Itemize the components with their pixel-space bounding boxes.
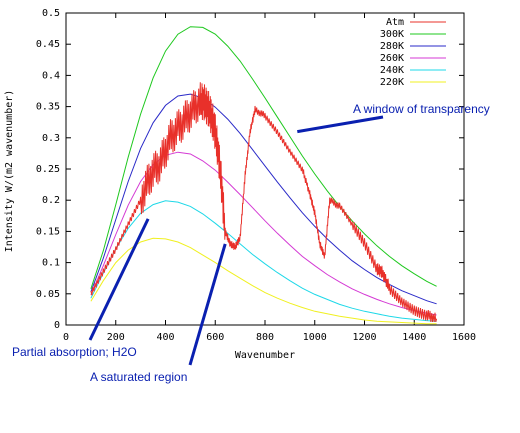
y-tick-label: 0.5 (42, 8, 60, 19)
series-line-300k (90, 26, 437, 289)
series-line-atm (90, 82, 438, 323)
x-tick-label: 0 (63, 332, 69, 343)
series-line-220k (90, 237, 437, 325)
annotation-arrow-partial (88, 218, 150, 341)
legend-label-260k: 260K (380, 53, 404, 64)
x-tick-label: 800 (256, 332, 274, 343)
y-tick-label: 0.35 (36, 102, 60, 113)
legend-label-280k: 280K (380, 41, 404, 52)
series-line-240k (90, 200, 437, 322)
series-line-280k (90, 93, 437, 305)
y-tick-label: 0.45 (36, 39, 60, 50)
x-axis-label: Wavenumber (235, 350, 295, 361)
y-tick-label: 0 (54, 320, 60, 331)
legend-label-220k: 220K (380, 77, 404, 88)
axis-ticks (65, 12, 465, 326)
x-tick-label: 1200 (352, 332, 376, 343)
legend-label-atm: Atm (386, 17, 404, 28)
annotation-saturated: A saturated region (90, 243, 227, 384)
y-tick-label: 0.05 (36, 289, 60, 300)
annotation-partial: Partial absorption; H2O (12, 218, 150, 359)
series-lines (90, 26, 438, 325)
x-tick-labels: 0 200 400 600 800 1000 1200 1400 1600 (63, 332, 476, 343)
legend-label-240k: 240K (380, 65, 404, 76)
x-tick-label: 1400 (402, 332, 426, 343)
y-tick-label: 0.15 (36, 226, 60, 237)
annotation-arrow-saturated (188, 243, 227, 366)
annotation-window-text: A window of transparency (353, 102, 490, 116)
plot-frame (65, 12, 465, 326)
x-tick-label: 600 (206, 332, 224, 343)
y-tick-label: 0.2 (42, 195, 60, 206)
y-tick-label: 0.3 (42, 133, 60, 144)
x-tick-label: 400 (156, 332, 174, 343)
y-axis-label: Intensity W/(m2 wavenumber) (4, 90, 15, 253)
legend-label-300k: 300K (380, 29, 404, 40)
annotation-window: A window of transparency (297, 102, 490, 134)
annotation-saturated-text: A saturated region (90, 370, 187, 384)
y-tick-label: 0.4 (42, 70, 60, 81)
x-tick-label: 1600 (452, 332, 476, 343)
y-tick-label: 0.1 (42, 258, 60, 269)
annotation-arrow-window (297, 115, 384, 134)
y-tick-label: 0.25 (36, 164, 60, 175)
annotation-partial-text: Partial absorption; H2O (12, 345, 137, 359)
y-tick-labels: 0 0.05 0.1 0.15 0.2 0.25 0.3 0.35 0.4 0.45 0.5 (36, 8, 60, 331)
x-tick-label: 1000 (303, 332, 327, 343)
series-line-260k (90, 151, 437, 316)
x-tick-label: 200 (107, 332, 125, 343)
